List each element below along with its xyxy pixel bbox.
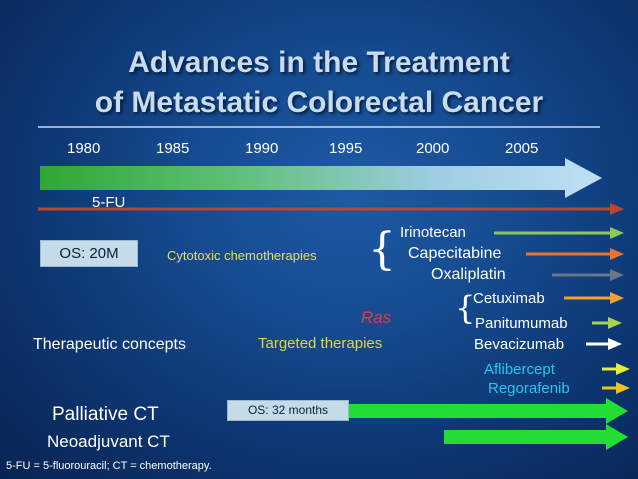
cetuximab-label: Cetuximab	[473, 290, 545, 307]
os-32-months-box: OS: 32 months	[227, 400, 349, 421]
year-label: 1980	[67, 140, 101, 157]
aflibercept-label: Aflibercept	[484, 361, 555, 378]
panitumumab-label: Panitumumab	[475, 315, 568, 332]
therapeutic-concepts-label: Therapeutic concepts	[33, 336, 186, 353]
capecitabine-arrow	[526, 248, 624, 260]
year-label: 2000	[416, 140, 450, 157]
irinotecan-label: Irinotecan	[400, 224, 466, 241]
panitumumab-arrow	[592, 317, 622, 329]
fu-arrow	[38, 203, 624, 215]
oxaliplatin-arrow	[552, 269, 624, 281]
bevacizumab-arrow	[586, 338, 622, 350]
capecitabine-label: Capecitabine	[408, 245, 502, 262]
os-20m-box: OS: 20M	[40, 240, 138, 267]
palliative-ct-label: Palliative CT	[52, 404, 159, 425]
fu-label: 5-FU	[92, 194, 126, 211]
cytotoxic-brace: {	[368, 224, 396, 275]
year-label: 1985	[156, 140, 190, 157]
cetuximab-arrow	[564, 292, 624, 304]
irinotecan-arrow	[494, 227, 624, 239]
targeted-brace: {	[455, 289, 476, 327]
targeted-therapies-label: Targeted therapies	[258, 335, 383, 352]
regorafenib-arrow	[602, 382, 630, 394]
footnote: 5-FU = 5-fluorouracil; CT = chemotherapy…	[6, 460, 212, 472]
title-line-1: Advances in the Treatment	[128, 46, 510, 79]
timeline-arrow	[40, 158, 602, 198]
year-label: 2005	[505, 140, 539, 157]
palliative-ct-arrow	[348, 398, 628, 424]
aflibercept-arrow	[602, 363, 630, 375]
neoadjuvant-ct-arrow	[444, 424, 628, 450]
cytotoxic-label: Cytotoxic chemotherapies	[167, 248, 317, 263]
ras-label: Ras	[361, 308, 392, 327]
neoadjuvant-ct-label: Neoadjuvant CT	[47, 432, 170, 451]
year-label: 1995	[329, 140, 363, 157]
title-line-2: of Metastatic Colorectal Cancer	[94, 86, 544, 119]
oxaliplatin-label: Oxaliplatin	[431, 266, 506, 283]
regorafenib-label: Regorafenib	[488, 380, 570, 397]
bevacizumab-label: Bevacizumab	[474, 336, 565, 353]
year-label: 1990	[245, 140, 279, 157]
